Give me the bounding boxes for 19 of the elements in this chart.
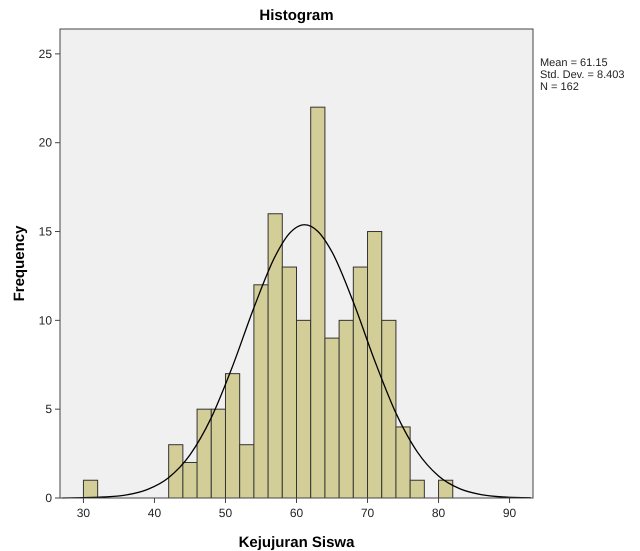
y-tick-label: 10	[38, 313, 52, 328]
x-axis-title: Kejujuran Siswa	[238, 534, 356, 551]
x-tick-label: 80	[432, 506, 446, 520]
y-tick-label: 15	[38, 224, 52, 239]
y-tick-label: 0	[45, 491, 52, 505]
text: Mean = 61.15	[540, 57, 608, 69]
text: N = 162	[540, 81, 579, 93]
y-axis-title: Frequency	[11, 224, 28, 302]
y-tick-label: 25	[38, 46, 52, 61]
x-tick-label: 60	[290, 506, 304, 520]
x-tick-label: 90	[502, 506, 517, 520]
chart-title: Histogram	[259, 7, 334, 24]
x-tick-label: 50	[218, 506, 232, 520]
y-tick-label: 20	[38, 136, 52, 150]
x-tick-label: 30	[76, 506, 90, 520]
x-tick-label: 70	[360, 506, 375, 520]
y-tick-label: 5	[45, 402, 52, 416]
text: Std. Dev. = 8.403	[540, 69, 624, 81]
x-tick-label: 40	[148, 506, 162, 520]
